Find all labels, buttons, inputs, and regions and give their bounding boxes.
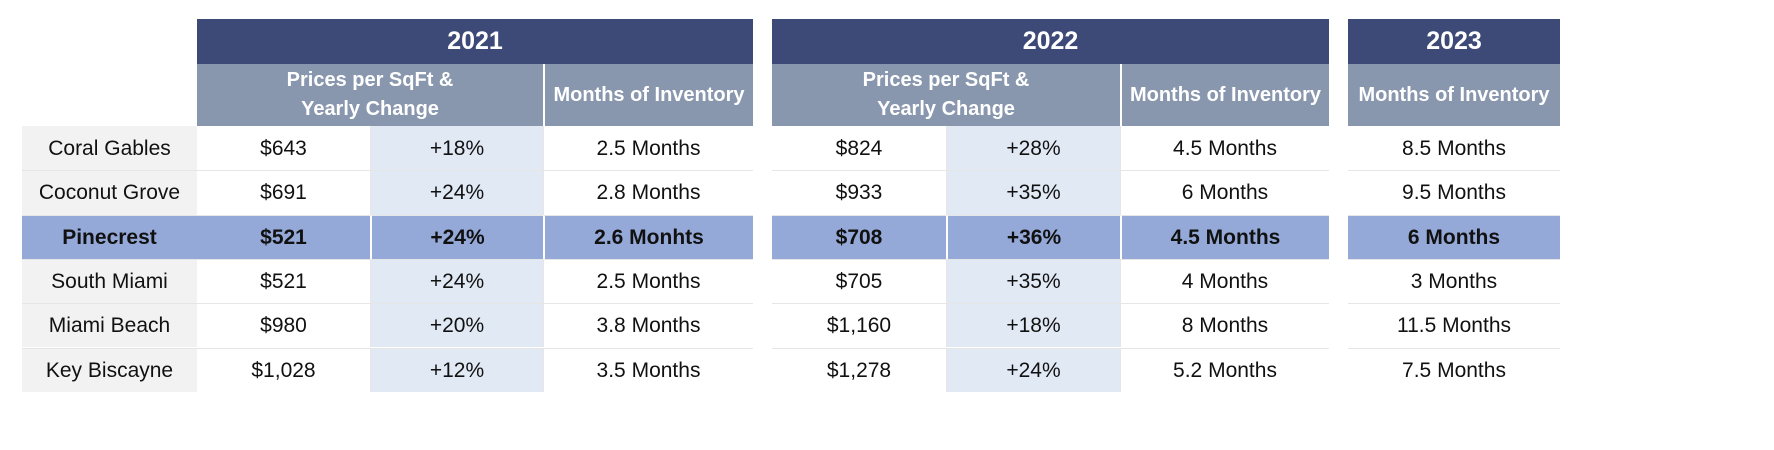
cell-price: $708 [772,214,946,259]
cell-months: 7.5 Months [1348,347,1560,392]
cell-months: 2.5 Months [543,258,753,304]
cell-months: 9.5 Months [1348,170,1560,215]
row-label: Coconut Grove [22,170,197,215]
months-header-2022: Months of Inventory [1120,64,1329,126]
cell-change: +24% [946,347,1120,392]
year-header-2023: 2023 [1348,19,1560,64]
cell-price: $980 [197,303,370,348]
cell-months: 5.2 Months [1120,347,1329,392]
cell-months: 6 Months [1120,170,1329,215]
cell-change: +20% [370,303,543,348]
row-label: Key Biscayne [22,347,197,392]
cell-change: +18% [370,126,543,171]
prices-header-2021: Prices per SqFt & Yearly Change [197,64,543,126]
cell-price: $691 [197,170,370,215]
cell-change: +36% [946,214,1120,259]
months-header-2021: Months of Inventory [543,64,753,126]
cell-price: $824 [772,126,946,171]
cell-price: $1,160 [772,303,946,348]
row-label: South Miami [22,258,197,304]
cell-months: 3 Months [1348,258,1560,304]
row-label: Pinecrest [22,214,197,259]
year-header-2022: 2022 [772,19,1329,64]
cell-price: $705 [772,258,946,304]
cell-months: 2.8 Months [543,170,753,215]
row-label: Coral Gables [22,126,197,171]
cell-price: $521 [197,214,370,259]
cell-change: +18% [946,303,1120,348]
cell-change: +24% [370,170,543,215]
cell-months: 2.5 Months [543,126,753,171]
cell-months: 8.5 Months [1348,126,1560,171]
cell-months: 4 Months [1120,258,1329,304]
year-header-2021: 2021 [197,19,753,64]
cell-change: +12% [370,347,543,392]
cell-months: 6 Months [1348,214,1560,259]
cell-price: $521 [197,258,370,304]
cell-months: 8 Months [1120,303,1329,348]
cell-change: +24% [370,214,543,259]
cell-months: 4.5 Months [1120,214,1329,259]
cell-price: $1,028 [197,347,370,392]
row-label: Miami Beach [22,303,197,348]
months-header-2023: Months of Inventory [1348,64,1560,126]
prices-header-2022: Prices per SqFt & Yearly Change [772,64,1120,126]
cell-price: $1,278 [772,347,946,392]
cell-months: 3.8 Months [543,303,753,348]
cell-change: +35% [946,170,1120,215]
cell-months: 11.5 Months [1348,303,1560,348]
cell-price: $933 [772,170,946,215]
cell-change: +24% [370,258,543,304]
cell-months: 2.6 Monhts [543,214,753,259]
cell-change: +28% [946,126,1120,171]
cell-price: $643 [197,126,370,171]
cell-change: +35% [946,258,1120,304]
cell-months: 4.5 Months [1120,126,1329,171]
cell-months: 3.5 Months [543,347,753,392]
